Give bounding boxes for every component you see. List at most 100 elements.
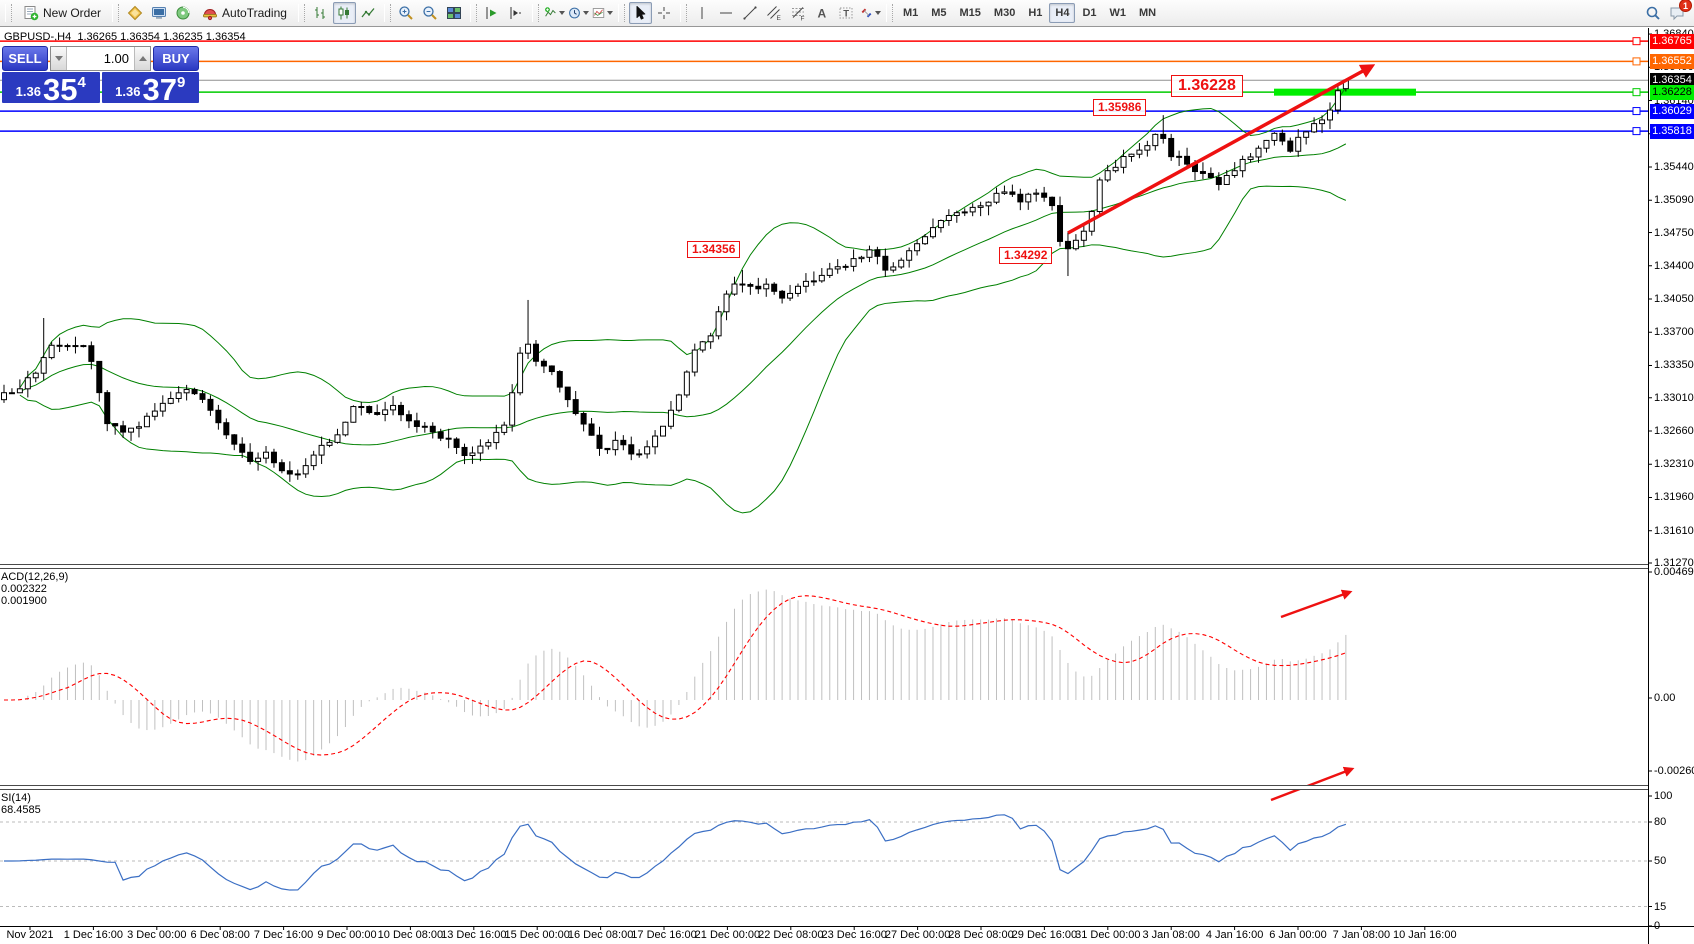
price-annotation-label[interactable]: 1.35986 [1093, 99, 1147, 116]
templates-icon [592, 8, 605, 18]
buy-price-big: 37 [142, 72, 177, 107]
price-badge: 1.36765 [1650, 33, 1694, 49]
text-tool-button[interactable]: A [811, 2, 834, 24]
toolbar-grip [531, 4, 539, 22]
time-axis-label: 4 Jan 16:00 [1205, 929, 1264, 941]
one-click-trading-panel: SELL 1.00 BUY 1.36 35 4 1.36 37 9 [2, 46, 199, 107]
buy-price-sup: 9 [176, 74, 186, 91]
data-window-button[interactable] [147, 2, 170, 24]
market-watch-icon [176, 6, 190, 20]
toolbar-grip [112, 4, 120, 22]
chevron-down-icon[interactable] [582, 11, 589, 15]
arrows-tool-button[interactable] [859, 2, 882, 24]
fibonacci-tool-button[interactable]: F [787, 2, 810, 24]
chart-title-ohlc: GBPUSD-,H4 1.36265 1.36354 1.36235 1.363… [4, 31, 246, 43]
vertical-line-tool-button[interactable] [691, 2, 714, 24]
macd-tick-label: 0.00 [1654, 692, 1676, 704]
equidistant-channel-tool-icon: E [767, 6, 782, 21]
timeframe-m5-button[interactable]: M5 [931, 7, 947, 19]
macd-rsi-separator[interactable] [0, 785, 1648, 790]
periods-button[interactable] [567, 2, 590, 24]
price-badge: 1.36029 [1650, 103, 1694, 119]
time-axis-label: 6 Jan 00:00 [1269, 929, 1327, 941]
chart-shift-button[interactable] [505, 2, 528, 24]
market-watch-button[interactable] [171, 2, 194, 24]
timeframe-m1-button[interactable]: M1 [902, 7, 919, 19]
time-axis-label: 3 Jan 08:00 [1142, 929, 1200, 941]
time-axis-label: 27 Dec 00:00 [884, 929, 951, 941]
time-axis-label: 31 Dec 00:00 [1075, 929, 1141, 941]
search-button[interactable] [1641, 2, 1664, 24]
timeframe-h4-button[interactable]: H4 [1049, 3, 1076, 23]
main-macd-separator[interactable] [0, 564, 1648, 569]
chevron-down-icon[interactable] [874, 11, 881, 15]
sell-price-prefix: 1.36 [15, 84, 41, 99]
time-axis-label: 1 Dec 16:00 [63, 929, 124, 941]
volume-increase-button[interactable] [134, 47, 150, 70]
price-annotation-label[interactable]: 1.34356 [687, 241, 741, 258]
main-toolbar: New Order AutoTrading E F A T M1 M5 M15 M30 H1 H4 D1… [0, 0, 1694, 27]
horizontal-line-tool-button[interactable] [715, 2, 738, 24]
metaeditor-button[interactable] [123, 2, 146, 24]
svg-text:E: E [777, 15, 782, 21]
time-axis-drag-zone[interactable] [0, 927, 1648, 944]
sell-price-display[interactable]: 1.36 35 4 [2, 72, 100, 105]
chevron-down-icon [54, 56, 63, 61]
svg-text:F: F [801, 16, 805, 22]
chevron-down-icon[interactable] [558, 11, 565, 15]
indicators-button[interactable] [543, 2, 566, 24]
templates-button[interactable] [591, 2, 614, 24]
autotrading-button-label: AutoTrading [222, 6, 287, 20]
price-annotation-label[interactable]: 1.34292 [999, 247, 1053, 264]
new-order-button[interactable]: New Order [16, 2, 108, 24]
new-order-button-label: New Order [43, 6, 102, 20]
timeframe-mn-button[interactable]: MN [1139, 7, 1157, 19]
price-tick-label: 1.34050 [1654, 293, 1694, 305]
time-axis-label: 29 Dec 16:00 [1011, 929, 1078, 941]
chevron-down-icon[interactable] [606, 11, 613, 15]
rsi-indicator-label: SI(14) 68.4585 [1, 792, 41, 816]
buy-price-display[interactable]: 1.36 37 9 [101, 72, 199, 107]
volume-input[interactable]: 1.00 [103, 51, 129, 66]
sell-button[interactable]: SELL [2, 46, 48, 71]
price-tick-label: 1.33700 [1654, 326, 1694, 339]
timeframe-w1-button[interactable]: W1 [1109, 7, 1127, 19]
line-chart-mode-button[interactable] [357, 2, 380, 24]
text-label-tool-button[interactable]: T [835, 2, 858, 24]
price-badge: 1.35818 [1650, 123, 1694, 139]
crosshair-tool-button[interactable] [653, 2, 676, 24]
timeframe-m30-button[interactable]: M30 [993, 7, 1016, 19]
toolbar-grip [383, 4, 391, 22]
volume-decrease-button[interactable] [51, 47, 67, 70]
trendline-tool-button[interactable] [739, 2, 762, 24]
search-icon [1646, 6, 1660, 20]
timeframe-m15-button[interactable]: M15 [959, 7, 981, 19]
timeframe-h1-button[interactable]: H1 [1028, 7, 1043, 19]
tile-windows-button[interactable] [443, 2, 466, 24]
time-axis-label: 15 Dec 00:00 [504, 929, 570, 941]
timeframe-d1-button[interactable]: D1 [1082, 7, 1097, 19]
toolbar-grip [885, 4, 893, 22]
toolbar-grip [469, 4, 477, 22]
zoom-out-button[interactable] [419, 2, 442, 24]
candlestick-mode-button[interactable] [332, 2, 356, 24]
zoom-in-button[interactable] [395, 2, 418, 24]
price-tick-label: 1.31610 [1654, 524, 1694, 537]
cursor-tool-button[interactable] [628, 2, 652, 24]
buy-button[interactable]: BUY [153, 46, 199, 71]
price-annotation-label[interactable]: 1.36228 [1171, 75, 1243, 97]
text-label-tool-icon: T [839, 7, 853, 20]
rsi-tick-label: 80 [1654, 816, 1667, 828]
price-tick-label: 1.35440 [1654, 161, 1694, 173]
macd-tick-label: -0.002602 [1654, 765, 1694, 777]
auto-scroll-icon [486, 7, 497, 19]
auto-scroll-button[interactable] [481, 2, 504, 24]
new-order-icon [24, 6, 39, 21]
bar-chart-mode-button[interactable] [309, 2, 332, 24]
equidistant-channel-tool-button[interactable]: E [763, 2, 786, 24]
price-axis-drag-zone[interactable] [1649, 28, 1694, 926]
autotrading-button[interactable]: AutoTrading [195, 2, 294, 24]
notifications-button[interactable]: 1 [1665, 0, 1692, 24]
price-tick-label: 1.34400 [1654, 259, 1694, 272]
